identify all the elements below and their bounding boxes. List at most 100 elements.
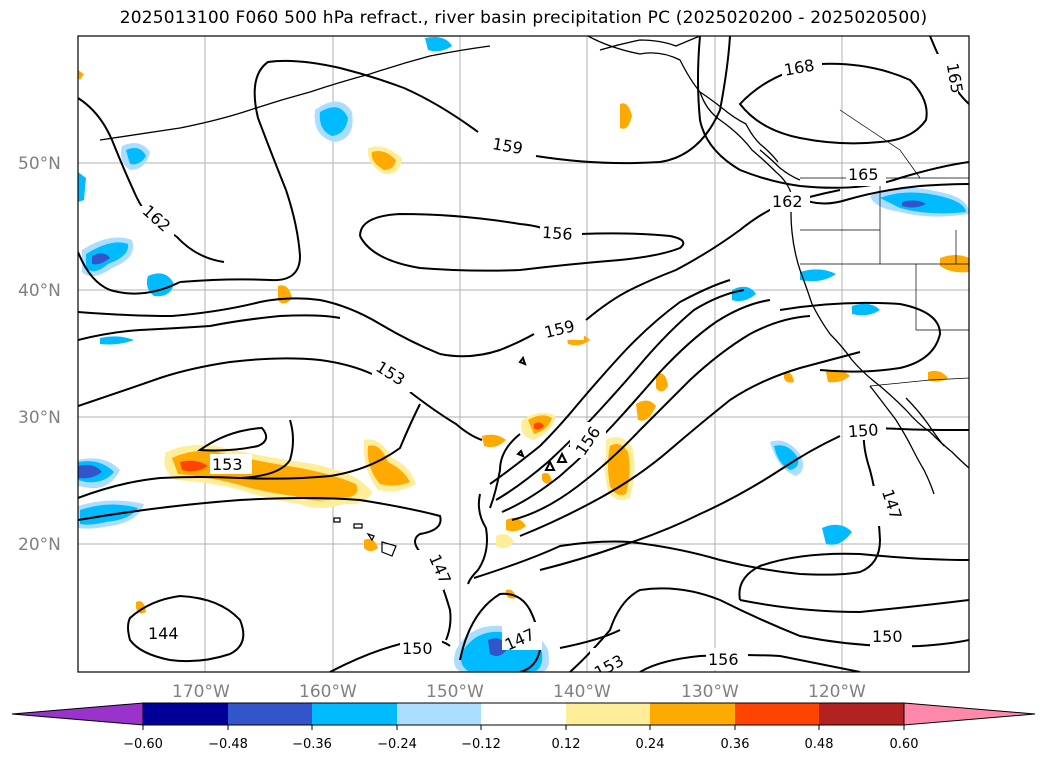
colorbar-tick: −0.60 xyxy=(123,737,163,752)
colorbar-tick: 0.36 xyxy=(721,737,750,752)
contour-line xyxy=(78,314,341,341)
neg-region xyxy=(800,269,836,282)
contour-line xyxy=(585,205,779,321)
contour-line xyxy=(639,654,861,672)
contour-line xyxy=(489,279,731,485)
contour-line xyxy=(467,493,488,585)
contour-label: 150 xyxy=(847,420,879,441)
aleutian-chain xyxy=(99,45,491,141)
contour-label: 156 xyxy=(541,223,573,244)
map-frame xyxy=(77,35,970,673)
pos-region xyxy=(620,103,632,129)
neg-region xyxy=(319,107,348,136)
pos-region xyxy=(482,434,506,448)
pos-region xyxy=(656,373,668,392)
lat-label: 40°N xyxy=(18,281,61,301)
neg-region xyxy=(78,172,86,202)
contour-line xyxy=(535,36,731,165)
contour-label: 150 xyxy=(402,639,433,658)
map-panel xyxy=(78,36,969,672)
coastline-baja xyxy=(869,385,935,495)
contour-line xyxy=(879,427,969,431)
colorbar-segment xyxy=(312,703,397,725)
contour-line xyxy=(539,435,841,571)
contour-line xyxy=(127,594,245,663)
colorbar-segment xyxy=(397,703,481,725)
border-us-mexico xyxy=(869,377,969,387)
neg-region xyxy=(774,445,799,470)
contour-line xyxy=(197,426,268,452)
neg-region xyxy=(100,336,134,345)
neg-region xyxy=(425,37,452,52)
colorbar-segment xyxy=(735,703,819,725)
lat-label: 20°N xyxy=(18,535,61,555)
pos-region xyxy=(636,400,656,421)
colorbar-tick: 0.48 xyxy=(805,737,834,752)
contour-labels: 168 165 159 162 156 165 162 159 153 156 … xyxy=(138,54,967,672)
colorbar-segment xyxy=(650,703,735,725)
contour-line xyxy=(359,232,685,272)
pos-region xyxy=(496,534,514,549)
contour-line xyxy=(459,592,542,672)
lon-label: 120°W xyxy=(808,682,866,702)
contour-line xyxy=(78,403,421,499)
colorbar-extend-low xyxy=(11,702,144,726)
neg-region xyxy=(78,464,102,479)
pos-region xyxy=(506,518,526,532)
lat-label: 30°N xyxy=(18,408,61,428)
colorbar: −0.60 −0.48 −0.36 −0.24 −0.12 0.12 0.24 … xyxy=(11,702,1036,752)
neg-region xyxy=(852,303,880,316)
neg-region xyxy=(822,524,852,545)
border-canada-inner xyxy=(839,109,921,179)
contour-label: 150 xyxy=(872,627,903,646)
contour-line xyxy=(799,183,969,205)
contour-label: 144 xyxy=(148,624,179,643)
contour-line xyxy=(511,315,811,521)
latitude-labels: 50°N 40°N 30°N 20°N xyxy=(18,154,61,555)
contour-line xyxy=(519,351,861,537)
pos-region xyxy=(364,539,378,551)
pos-region xyxy=(542,473,552,484)
colorbar-tick: −0.24 xyxy=(377,737,417,752)
contour-label: 165 xyxy=(848,165,879,184)
pos-region xyxy=(78,70,84,80)
contour-line xyxy=(78,357,373,407)
hawaii-islands xyxy=(333,517,397,557)
contour-line xyxy=(409,391,483,441)
contour-line xyxy=(495,289,745,501)
pos-region xyxy=(367,445,410,486)
pos-region xyxy=(534,422,544,430)
lat-label: 50°N xyxy=(18,154,61,174)
contour-line xyxy=(779,301,942,373)
contour-line xyxy=(697,36,969,189)
contour-line xyxy=(489,433,521,509)
pos-region xyxy=(784,371,794,383)
colorbar-tick: −0.48 xyxy=(208,737,248,752)
contour-label: 153 xyxy=(212,455,243,474)
contour-line xyxy=(516,449,525,458)
contour-line xyxy=(339,67,479,133)
border-state-3 xyxy=(915,264,969,331)
contour-line xyxy=(175,235,225,263)
coastline-alaska-south xyxy=(599,36,701,51)
pos-region xyxy=(928,370,948,382)
colorbar-extend-high xyxy=(903,702,1036,726)
gridlines xyxy=(78,36,969,672)
coastline-vancouver xyxy=(759,149,801,181)
contour-line xyxy=(78,297,441,355)
contour-line xyxy=(569,587,969,672)
contour-line xyxy=(738,552,969,601)
contour-line xyxy=(179,59,341,283)
contour-label: 162 xyxy=(772,192,803,211)
colorbar-tick: 0.24 xyxy=(636,737,665,752)
figure-title: 2025013100 F060 500 hPa refract., river … xyxy=(119,8,928,28)
lon-label: 160°W xyxy=(299,682,357,702)
colorbar-tick: −0.12 xyxy=(461,737,501,752)
coastline-gulf-california xyxy=(905,397,945,447)
neg-region xyxy=(902,200,926,208)
colorbar-segment xyxy=(228,703,312,725)
colorbar-segment xyxy=(481,703,566,725)
lon-label: 140°W xyxy=(553,682,611,702)
lon-label: 150°W xyxy=(426,682,484,702)
